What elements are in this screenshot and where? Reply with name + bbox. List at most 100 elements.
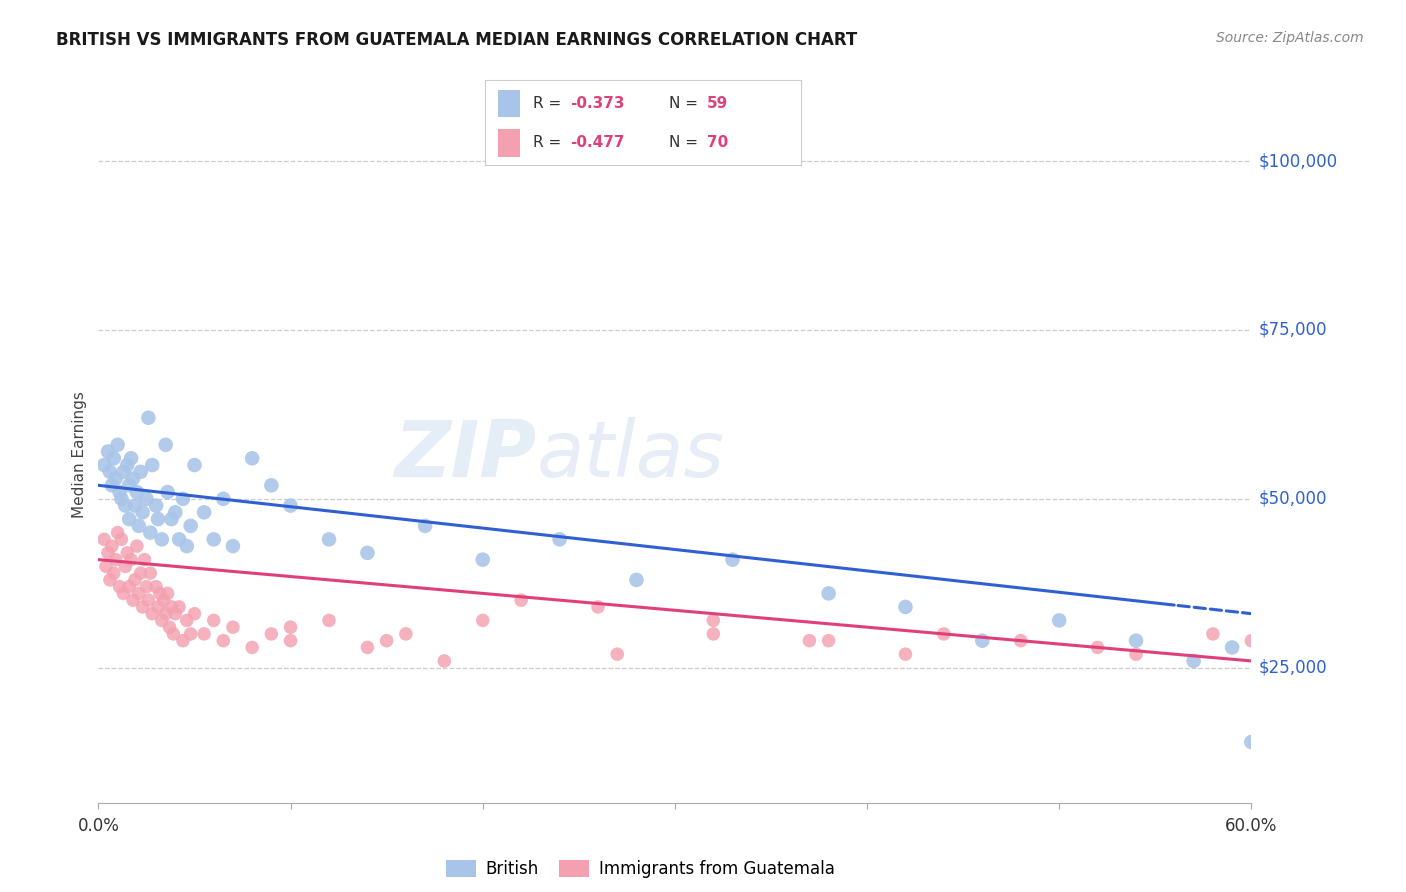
Point xyxy=(606,647,628,661)
Point xyxy=(172,491,194,506)
Point xyxy=(586,599,609,614)
Point xyxy=(180,519,202,533)
Point xyxy=(433,654,456,668)
FancyBboxPatch shape xyxy=(498,129,520,157)
Point xyxy=(167,599,190,614)
Point xyxy=(548,533,571,547)
Point xyxy=(150,533,173,547)
Point xyxy=(146,512,169,526)
FancyBboxPatch shape xyxy=(498,89,520,117)
Point xyxy=(167,533,190,547)
Point xyxy=(141,607,163,621)
Point xyxy=(156,586,179,600)
Point xyxy=(104,552,127,566)
Point xyxy=(318,533,340,547)
Point xyxy=(702,627,724,641)
Point xyxy=(894,647,917,661)
Point xyxy=(183,458,205,472)
Point xyxy=(240,451,263,466)
Point xyxy=(162,627,184,641)
Point xyxy=(156,485,179,500)
Point xyxy=(124,573,146,587)
Point xyxy=(280,620,302,634)
Point xyxy=(165,505,187,519)
Text: BRITISH VS IMMIGRANTS FROM GUATEMALA MEDIAN EARNINGS CORRELATION CHART: BRITISH VS IMMIGRANTS FROM GUATEMALA MED… xyxy=(56,31,858,49)
Point xyxy=(139,525,162,540)
Point xyxy=(120,552,142,566)
Text: R =: R = xyxy=(533,136,565,151)
Point xyxy=(1220,640,1243,655)
Point xyxy=(260,627,283,641)
Point xyxy=(145,580,167,594)
Point xyxy=(138,593,160,607)
Point xyxy=(202,533,225,547)
Point xyxy=(626,573,648,587)
Text: Source: ZipAtlas.com: Source: ZipAtlas.com xyxy=(1216,31,1364,45)
Point xyxy=(356,640,378,655)
Point xyxy=(108,580,131,594)
Point xyxy=(110,533,132,547)
Text: -0.373: -0.373 xyxy=(571,95,626,111)
Point xyxy=(93,458,115,472)
Point xyxy=(471,552,494,566)
Point xyxy=(817,586,839,600)
Text: $100,000: $100,000 xyxy=(1258,152,1337,170)
Point xyxy=(1125,633,1147,648)
Point xyxy=(176,539,198,553)
Point xyxy=(395,627,418,641)
Legend: British, Immigrants from Guatemala: British, Immigrants from Guatemala xyxy=(439,854,842,885)
Point xyxy=(103,451,125,466)
Point xyxy=(172,633,194,648)
Text: $50,000: $50,000 xyxy=(1258,490,1327,508)
Point xyxy=(134,552,156,566)
Point xyxy=(108,485,131,500)
Point xyxy=(141,458,163,472)
Point xyxy=(152,593,174,607)
Point xyxy=(1125,647,1147,661)
Point xyxy=(155,607,177,621)
Point xyxy=(107,525,129,540)
Point xyxy=(240,640,263,655)
Point xyxy=(894,599,917,614)
Text: $75,000: $75,000 xyxy=(1258,321,1327,339)
Point xyxy=(260,478,283,492)
Point xyxy=(193,627,215,641)
Point xyxy=(160,512,183,526)
Text: -0.477: -0.477 xyxy=(571,136,626,151)
Point xyxy=(118,580,141,594)
Point xyxy=(180,627,202,641)
Point xyxy=(114,499,136,513)
Point xyxy=(139,566,162,581)
Point xyxy=(94,559,117,574)
Text: ZIP: ZIP xyxy=(394,417,537,493)
Point xyxy=(202,614,225,628)
Point xyxy=(125,485,148,500)
Text: R =: R = xyxy=(533,95,565,111)
Point xyxy=(122,472,145,486)
Point xyxy=(117,546,138,560)
Point xyxy=(110,491,132,506)
Point xyxy=(356,546,378,560)
Point xyxy=(1047,614,1070,628)
Point xyxy=(117,458,138,472)
Point xyxy=(120,451,142,466)
Point xyxy=(103,566,125,581)
Point xyxy=(318,614,340,628)
Point xyxy=(129,566,152,581)
Point xyxy=(193,505,215,519)
Point xyxy=(93,533,115,547)
Point xyxy=(122,593,145,607)
Point xyxy=(1087,640,1109,655)
Point xyxy=(212,491,235,506)
Point xyxy=(131,505,153,519)
Point xyxy=(129,465,152,479)
Point xyxy=(165,607,187,621)
Point xyxy=(176,614,198,628)
Point xyxy=(98,465,121,479)
Point xyxy=(222,539,245,553)
Point xyxy=(112,586,135,600)
Point xyxy=(799,633,821,648)
Text: 59: 59 xyxy=(706,95,728,111)
Point xyxy=(146,599,169,614)
Point xyxy=(1010,633,1032,648)
